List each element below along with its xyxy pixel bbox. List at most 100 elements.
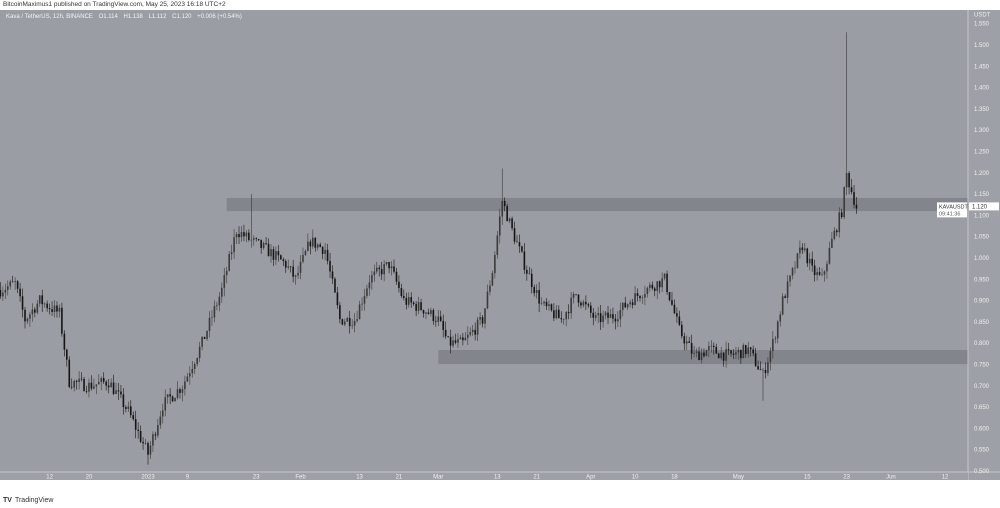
symbol-name: Kava / TetherUS, 12h, BINANCE bbox=[6, 14, 93, 20]
candle-body bbox=[464, 337, 467, 341]
candle-body bbox=[120, 391, 122, 395]
candle-body bbox=[484, 308, 486, 324]
candle-body bbox=[366, 288, 368, 296]
candle-body bbox=[548, 304, 550, 307]
candle-body bbox=[191, 368, 194, 374]
candle-body bbox=[184, 381, 186, 390]
candle-body bbox=[656, 281, 659, 291]
candle-body bbox=[412, 302, 415, 304]
candle-body bbox=[769, 350, 772, 363]
candle-body bbox=[134, 419, 137, 430]
candle-body bbox=[299, 261, 302, 273]
symbol-tag bbox=[937, 202, 967, 218]
candle-body bbox=[811, 258, 813, 266]
candle-body bbox=[459, 337, 462, 340]
candle-body bbox=[489, 285, 491, 292]
candle-body bbox=[196, 358, 198, 365]
candle-body bbox=[779, 314, 782, 322]
y-tick-label: 1.300 bbox=[974, 128, 990, 134]
candle-body bbox=[6, 286, 9, 291]
candle-body bbox=[302, 254, 304, 262]
brand-name: TradingView bbox=[14, 497, 54, 504]
price-axis[interactable] bbox=[968, 10, 1000, 480]
y-tick-label: 0.650 bbox=[974, 405, 990, 411]
candle-body bbox=[732, 353, 735, 355]
candle-body bbox=[678, 316, 681, 325]
candle-body bbox=[646, 287, 649, 294]
candle-body bbox=[447, 336, 449, 337]
candle-body bbox=[776, 321, 779, 339]
candle-body bbox=[24, 309, 26, 322]
candle-body bbox=[462, 337, 464, 341]
y-tick-label: 1.100 bbox=[974, 213, 990, 219]
candle-body bbox=[400, 288, 403, 297]
candle-body bbox=[348, 317, 351, 327]
candle-body bbox=[668, 292, 671, 301]
candle-body bbox=[582, 301, 585, 306]
candle-body bbox=[277, 251, 280, 256]
candle-body bbox=[88, 382, 90, 392]
candle-body bbox=[125, 407, 127, 409]
candle-body bbox=[713, 345, 715, 347]
candle-body bbox=[553, 310, 555, 319]
candle-body bbox=[521, 246, 523, 252]
candle-body bbox=[609, 314, 612, 318]
candle-body bbox=[604, 312, 607, 316]
candle-body bbox=[270, 249, 272, 257]
candle-body bbox=[715, 346, 718, 354]
y-tick-label: 1.050 bbox=[974, 235, 990, 241]
candle-body bbox=[73, 380, 75, 388]
candle-body bbox=[275, 251, 277, 260]
candle-body bbox=[836, 230, 838, 233]
x-tick-label: 12 bbox=[46, 475, 53, 481]
candle-body bbox=[171, 396, 174, 402]
candle-body bbox=[781, 296, 784, 315]
candle-body bbox=[651, 284, 654, 289]
candle-body bbox=[46, 303, 48, 309]
chart-pane[interactable]: USDT 1.550 1.500 1.450 1.400 1.350 1.300 1.250 1… bbox=[0, 10, 1000, 480]
candle-body bbox=[186, 376, 189, 382]
candle-body bbox=[144, 442, 147, 444]
candle-body bbox=[252, 238, 255, 240]
candle-body bbox=[95, 384, 98, 387]
candle-body bbox=[282, 259, 285, 262]
time-axis[interactable] bbox=[0, 472, 968, 480]
candle-body bbox=[735, 352, 737, 355]
candle-body bbox=[744, 345, 747, 355]
candle-body bbox=[612, 314, 614, 319]
candle-body bbox=[221, 287, 223, 297]
candle-body bbox=[452, 340, 454, 346]
candle-body bbox=[570, 297, 572, 314]
y-tick-label: 1.250 bbox=[974, 150, 990, 156]
candle-body bbox=[378, 267, 381, 270]
candle-body bbox=[388, 262, 390, 269]
x-tick-label: 21 bbox=[533, 475, 540, 481]
candle-body bbox=[201, 336, 203, 347]
published-caption: BitcoinMaximus1 published on TradingView… bbox=[3, 1, 226, 8]
candle-body bbox=[742, 345, 745, 359]
candle-body bbox=[617, 319, 619, 322]
candle-body bbox=[838, 212, 841, 233]
candle-body bbox=[304, 250, 307, 255]
candle-body bbox=[599, 313, 602, 323]
x-tick-label: 20 bbox=[86, 475, 93, 481]
candle-body bbox=[294, 275, 297, 277]
candle-body bbox=[228, 254, 230, 271]
candle-body bbox=[390, 266, 393, 269]
candle-body bbox=[663, 273, 666, 279]
symbol-tag-label: KAVAUSDT bbox=[939, 204, 968, 210]
candle-body bbox=[309, 241, 312, 247]
candle-body bbox=[235, 234, 238, 238]
candle-body bbox=[105, 381, 107, 386]
candle-body bbox=[166, 394, 169, 398]
candlestick-chart[interactable]: USDT 1.550 1.500 1.450 1.400 1.350 1.300 1.250 1… bbox=[0, 10, 1000, 480]
candle-body bbox=[255, 238, 258, 239]
candle-body bbox=[80, 378, 83, 380]
x-tick-label: 15 bbox=[804, 475, 811, 481]
candle-body bbox=[518, 242, 521, 247]
candle-body bbox=[287, 266, 290, 268]
candle-body bbox=[223, 275, 226, 288]
candle-body bbox=[346, 317, 349, 322]
candle-body bbox=[371, 275, 373, 283]
candle-body bbox=[533, 287, 536, 294]
